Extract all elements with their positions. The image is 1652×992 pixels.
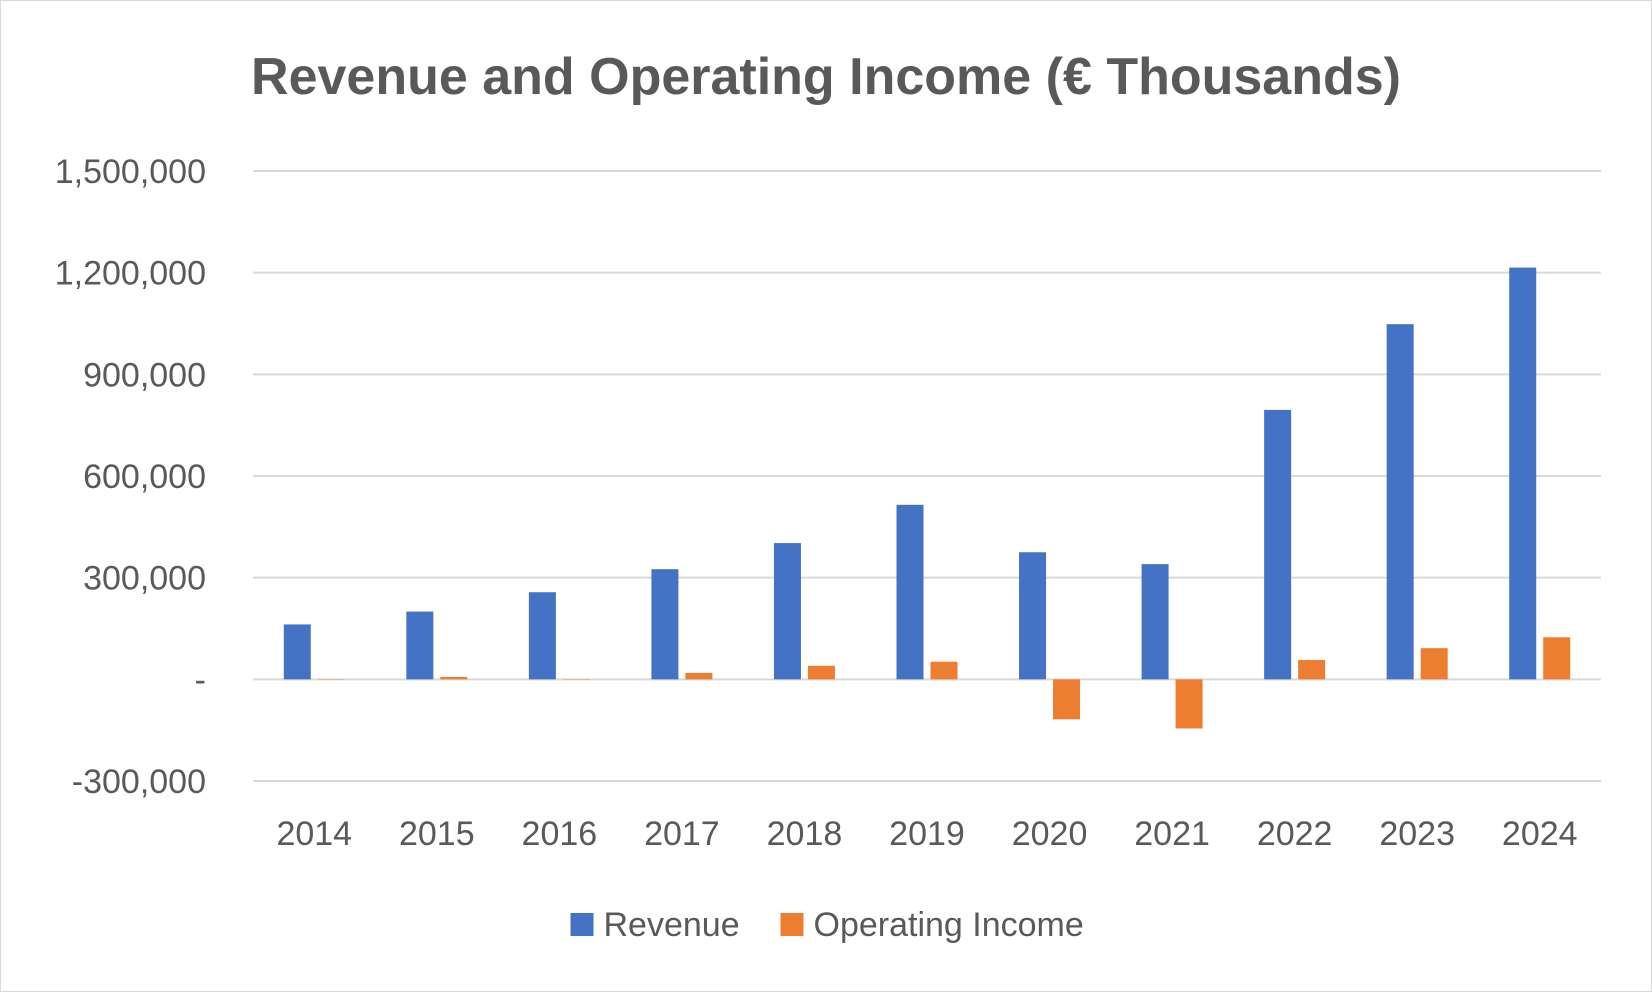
bar-operating-income-2023: [1420, 648, 1448, 680]
y-axis-tick-labels: 1,500,000 1,200,000 900,000 600,000 300,000 -…: [55, 153, 206, 801]
x-tick-label: 2018: [767, 815, 843, 853]
bar-revenue-2021: [1141, 564, 1169, 680]
bar-revenue-2023: [1386, 324, 1414, 680]
bar-operating-income-2020: [1053, 679, 1081, 720]
bar-revenue-2019: [896, 504, 924, 680]
x-tick-label: 2023: [1379, 815, 1455, 853]
bar-revenue-2016: [528, 592, 556, 680]
x-tick-label: 2014: [276, 815, 352, 853]
x-axis-tick-labels: 2014 2015 2016 2017 2018 2019 2020 2021 2022 2023…: [276, 815, 1577, 853]
y-tick-label: 1,200,000: [55, 255, 206, 293]
y-tick-label: 300,000: [83, 560, 206, 598]
y-tick-label: -300,000: [72, 763, 206, 801]
bar-revenue-2017: [651, 569, 679, 680]
legend-swatch-revenue: [570, 913, 594, 936]
y-tick-label: -: [195, 661, 206, 699]
x-tick-label: 2022: [1257, 815, 1333, 853]
x-tick-label: 2015: [399, 815, 475, 853]
bar-revenue-2014: [283, 624, 311, 680]
gridlines: [253, 170, 1601, 782]
y-tick-label: 1,500,000: [55, 153, 206, 191]
legend-swatch-operating-income: [780, 913, 804, 936]
y-tick-label: 600,000: [83, 458, 206, 496]
x-tick-label: 2021: [1134, 815, 1210, 853]
bar-revenue-2018: [773, 543, 801, 680]
bar-operating-income-2017: [685, 672, 713, 680]
x-tick-label: 2019: [889, 815, 965, 853]
bar-revenue-2015: [406, 611, 434, 680]
bar-operating-income-2019: [930, 661, 958, 680]
legend: Revenue Operating Income: [570, 906, 1084, 944]
legend-label-operating-income: Operating Income: [814, 906, 1084, 944]
x-tick-label: 2020: [1012, 815, 1088, 853]
bar-revenue-2022: [1264, 409, 1292, 680]
bar-operating-income-2015: [440, 676, 468, 680]
bar-operating-income-2024: [1543, 637, 1571, 680]
x-tick-label: 2024: [1502, 815, 1578, 853]
y-tick-label: 900,000: [83, 356, 206, 394]
bar-operating-income-2021: [1175, 679, 1203, 729]
bar-revenue-2024: [1509, 267, 1537, 680]
bar-operating-income-2022: [1298, 660, 1326, 680]
bar-revenue-2020: [1019, 552, 1047, 680]
x-tick-label: 2016: [522, 815, 598, 853]
bars: [283, 267, 1571, 729]
chart-title: Revenue and Operating Income (€ Thousand…: [251, 48, 1401, 106]
x-tick-label: 2017: [644, 815, 720, 853]
legend-label-revenue: Revenue: [604, 906, 740, 944]
bar-operating-income-2018: [807, 665, 835, 680]
